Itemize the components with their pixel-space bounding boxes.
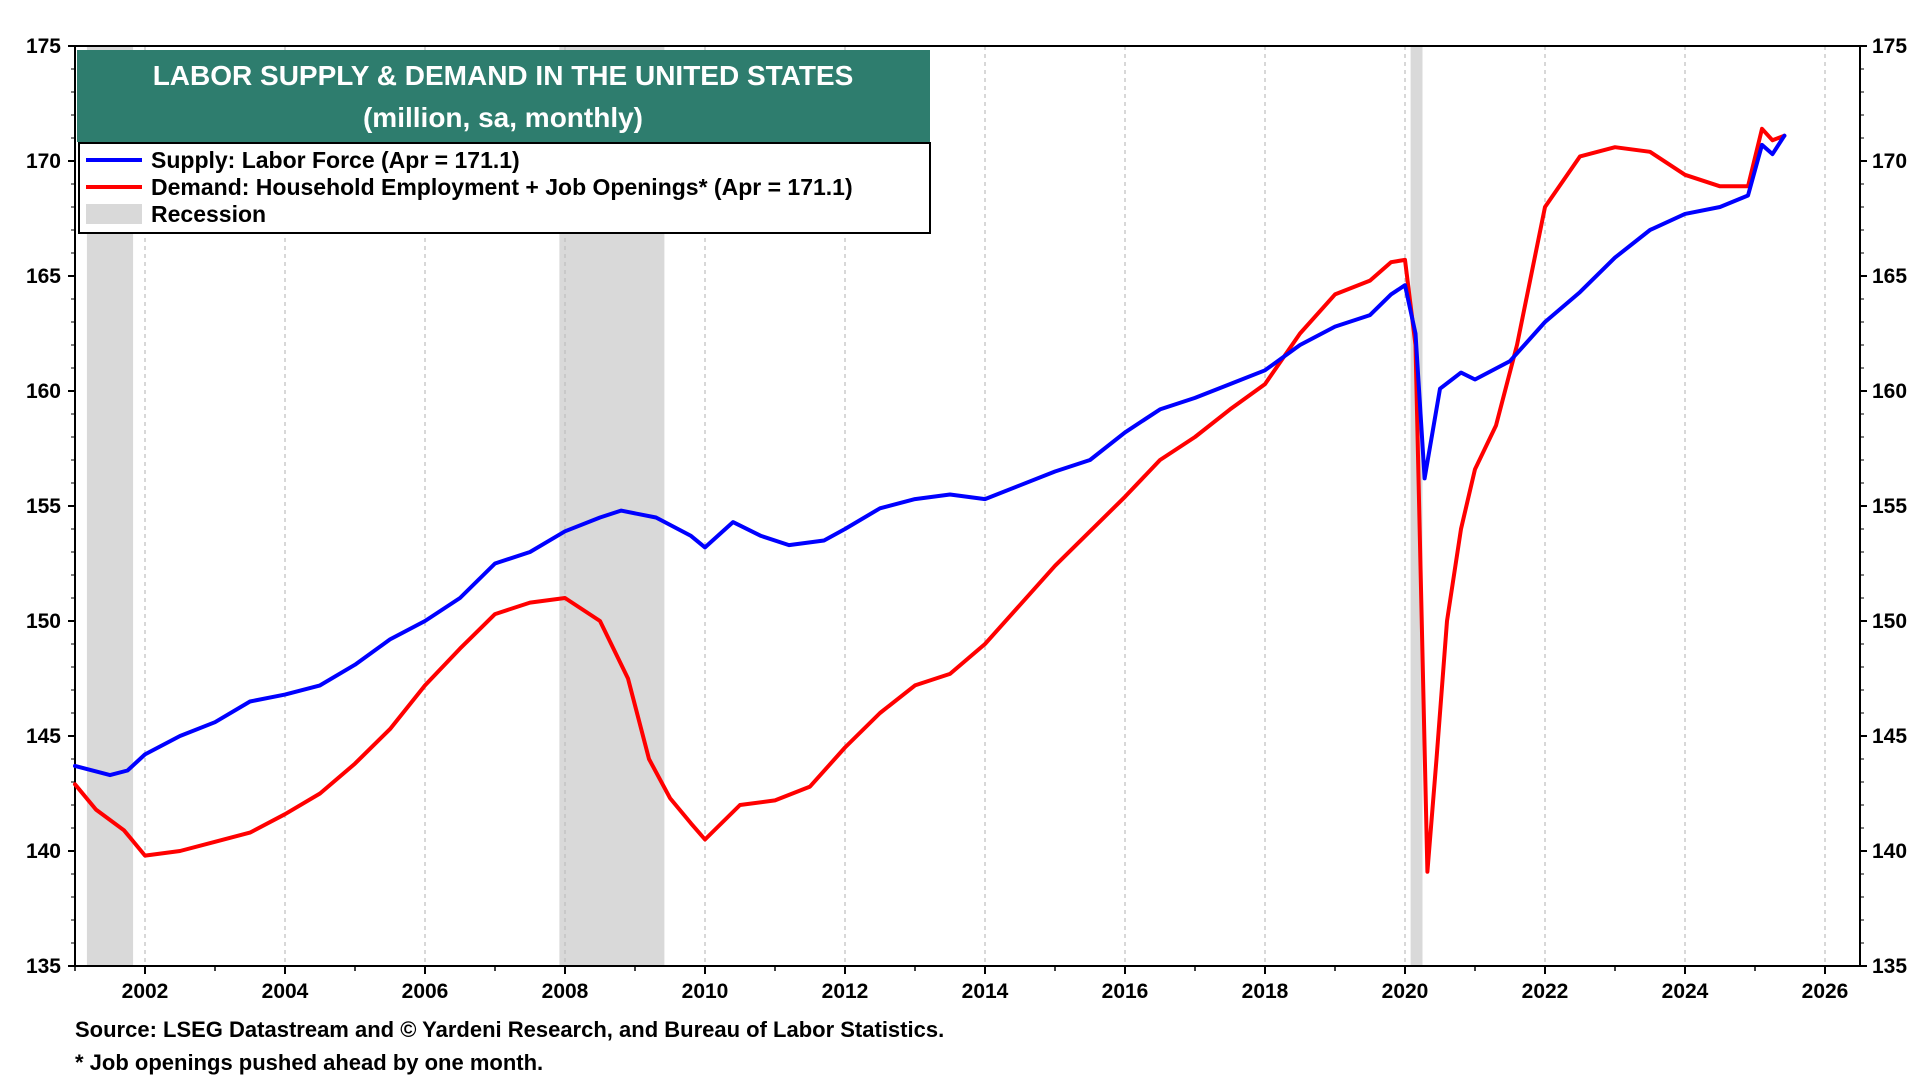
- x-tick-label: 2020: [1382, 980, 1429, 1000]
- title-background: [77, 50, 930, 142]
- y-tick-label-right: 135: [1872, 955, 1907, 978]
- chart-title: LABOR SUPPLY & DEMAND IN THE UNITED STAT…: [153, 60, 854, 91]
- y-tick-label-right: 175: [1872, 35, 1907, 58]
- y-tick-label-left: 140: [26, 840, 61, 863]
- y-tick-label-right: 145: [1872, 725, 1907, 748]
- x-tick-label: 2002: [122, 980, 169, 1000]
- y-tick-label-right: 170: [1872, 150, 1907, 173]
- y-tick-label-left: 145: [26, 725, 61, 748]
- y-tick-label-right: 165: [1872, 265, 1907, 288]
- labor-chart: 135 140 145 150 155 160 165 170 175 135 140 145 150…: [26, 35, 1907, 1000]
- legend-recession-swatch: [86, 204, 142, 224]
- demand-line: [73, 126, 1787, 874]
- x-tick-label: 2024: [1662, 980, 1709, 1000]
- chart-subtitle: (million, sa, monthly): [363, 102, 643, 133]
- x-tick-label: 2026: [1802, 980, 1849, 1000]
- y-axis-left: 135 140 145 150 155 160 165 170 175: [26, 35, 75, 978]
- x-tick-label: 2022: [1522, 980, 1569, 1000]
- y-tick-label-left: 170: [26, 150, 61, 173]
- y-tick-label-right: 160: [1872, 380, 1907, 403]
- x-tick-label: 2004: [262, 980, 309, 1000]
- y-tick-label-right: 140: [1872, 840, 1907, 863]
- chart-title-box: LABOR SUPPLY & DEMAND IN THE UNITED STAT…: [77, 50, 930, 142]
- x-tick-label: 2016: [1102, 980, 1149, 1000]
- source-note: Source: LSEG Datastream and © Yardeni Re…: [75, 1017, 945, 1042]
- legend-recession-label: Recession: [151, 201, 266, 227]
- x-tick-label: 2010: [682, 980, 729, 1000]
- y-tick-label-left: 160: [26, 380, 61, 403]
- y-tick-label-right: 155: [1872, 495, 1907, 518]
- legend-supply-label: Supply: Labor Force (Apr = 171.1): [151, 147, 520, 173]
- y-tick-label-left: 135: [26, 955, 61, 978]
- footnote: * Job openings pushed ahead by one month…: [75, 1050, 544, 1075]
- y-axis-right: 135 140 145 150 155 160 165 170 175: [1860, 35, 1907, 978]
- x-tick-label: 2008: [542, 980, 589, 1000]
- x-tick-label: 2012: [822, 980, 869, 1000]
- y-tick-label-left: 175: [26, 35, 61, 58]
- y-tick-label-left: 155: [26, 495, 61, 518]
- x-tick-label: 2018: [1242, 980, 1289, 1000]
- supply-line: [73, 133, 1787, 778]
- series-lines: [73, 126, 1787, 874]
- x-axis: 2002 2004 2006 2008 2010 2012 2014 2016 2018 2020…: [74, 966, 1849, 1000]
- legend-box: [78, 142, 931, 234]
- legend-demand-label: Demand: Household Employment + Job Openi…: [151, 174, 853, 200]
- x-tick-label: 2006: [402, 980, 449, 1000]
- y-tick-label-right: 150: [1872, 610, 1907, 633]
- recession-band: [1410, 46, 1423, 966]
- x-tick-label: 2014: [962, 980, 1009, 1000]
- legend: Supply: Labor Force (Apr = 171.1)Demand:…: [78, 142, 931, 234]
- y-tick-label-left: 165: [26, 265, 61, 288]
- y-tick-label-left: 150: [26, 610, 61, 633]
